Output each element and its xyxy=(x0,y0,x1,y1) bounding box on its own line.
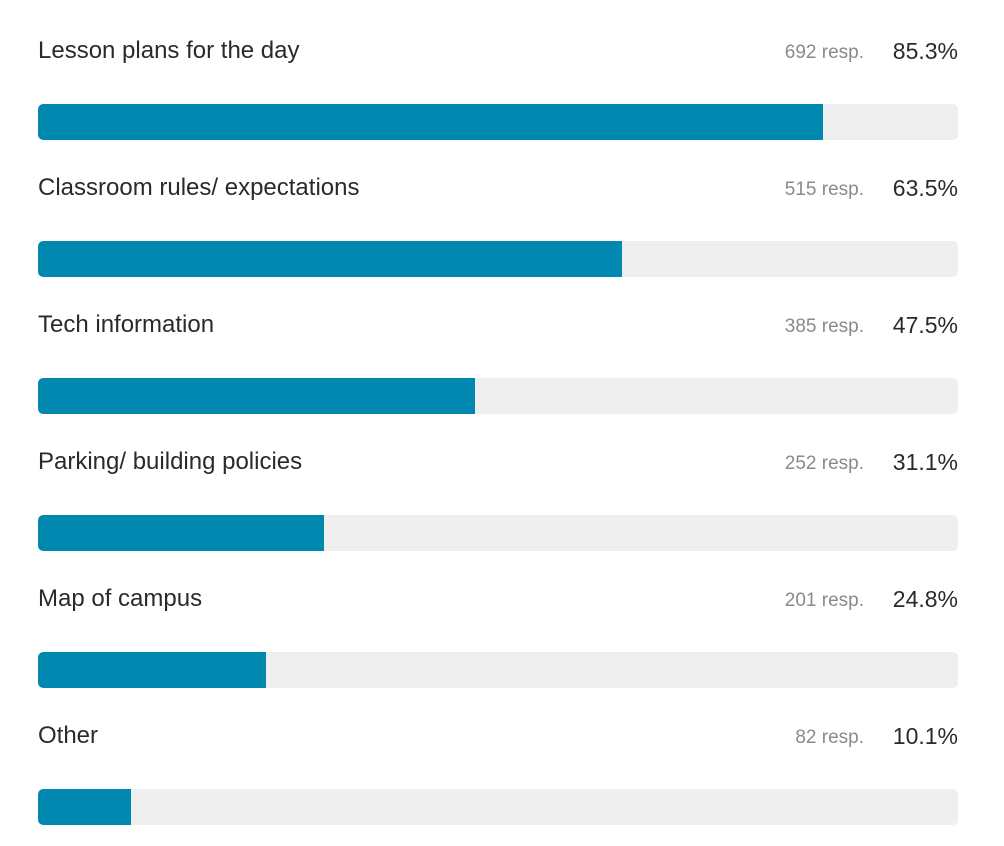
percent-label: 85.3% xyxy=(892,38,958,64)
category-label: Other xyxy=(38,722,99,749)
response-count: 201 resp. xyxy=(784,590,864,611)
percent-label: 31.1% xyxy=(892,449,958,475)
category-label: Classroom rules/ expectations xyxy=(38,174,360,201)
bar-track xyxy=(38,789,958,825)
bar-row: Parking/ building policies 252 resp. 31.1% xyxy=(38,445,958,551)
category-label: Parking/ building policies xyxy=(38,448,303,475)
category-label: Lesson plans for the day xyxy=(38,37,300,64)
bar-row: Tech information 385 resp. 47.5% xyxy=(38,308,958,414)
bar-fill xyxy=(38,515,324,551)
percent-label: 24.8% xyxy=(892,586,958,612)
response-count: 252 resp. xyxy=(784,453,864,474)
bar-row: Lesson plans for the day 692 resp. 85.3% xyxy=(38,34,958,140)
bar-track xyxy=(38,378,958,414)
bar-row: Classroom rules/ expectations 515 resp. 63… xyxy=(38,171,958,277)
response-count: 82 resp. xyxy=(795,727,864,748)
bar-fill xyxy=(38,104,823,140)
bar-fill xyxy=(38,378,475,414)
bar-track xyxy=(38,652,958,688)
category-label: Map of campus xyxy=(38,585,203,612)
bar-track xyxy=(38,104,958,140)
bar-fill xyxy=(38,241,622,277)
response-count: 515 resp. xyxy=(784,179,864,200)
percent-label: 10.1% xyxy=(892,723,958,749)
response-count: 692 resp. xyxy=(784,42,864,63)
bar-row: Other 82 resp. 10.1% xyxy=(38,719,958,825)
response-count: 385 resp. xyxy=(784,316,864,337)
percent-label: 47.5% xyxy=(892,312,958,338)
percent-label: 63.5% xyxy=(892,175,958,201)
bar-track xyxy=(38,241,958,277)
bar-row: Map of campus 201 resp. 24.8% xyxy=(38,582,958,688)
bar-track xyxy=(38,515,958,551)
bar-fill xyxy=(38,652,266,688)
category-label: Tech information xyxy=(38,311,215,338)
bar-fill xyxy=(38,789,131,825)
